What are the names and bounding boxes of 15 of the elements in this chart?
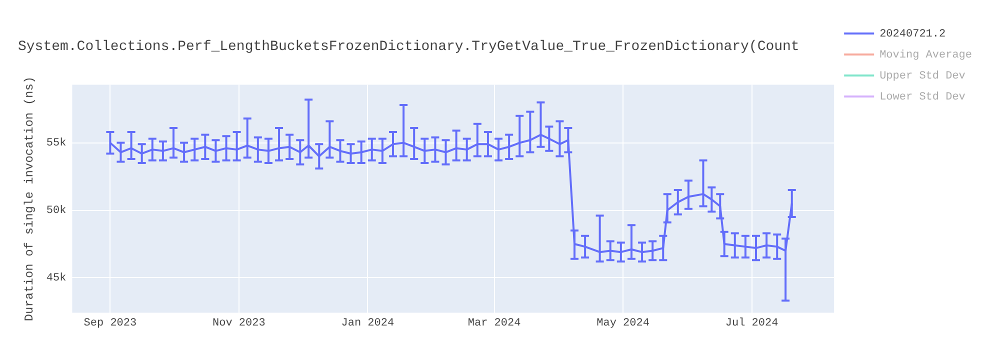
y-tick-label: 55k xyxy=(46,138,67,150)
legend-label: Moving Average xyxy=(880,49,972,62)
y-tick-label: 45k xyxy=(46,272,67,285)
chart-title: System.Collections.Perf_LengthBucketsFrozenDictionary.TryGetValue_True_FrozenDictionary(Count xyxy=(18,39,800,56)
x-tick-label: May 2024 xyxy=(596,317,650,330)
x-tick-label: Mar 2024 xyxy=(468,317,522,330)
x-tick-label: Jul 2024 xyxy=(725,317,779,330)
y-axis-title: Duration of single invocation (ns) xyxy=(22,76,36,322)
x-tick-label: Sep 2023 xyxy=(84,317,137,330)
x-tick-label: Nov 2023 xyxy=(212,317,266,330)
legend-label: 20240721.2 xyxy=(880,28,946,40)
legend-label: Lower Std Dev xyxy=(880,91,966,104)
y-tick-label: 50k xyxy=(46,205,67,218)
legend-label: Upper Std Dev xyxy=(880,70,966,82)
x-tick-label: Jan 2024 xyxy=(341,317,394,330)
